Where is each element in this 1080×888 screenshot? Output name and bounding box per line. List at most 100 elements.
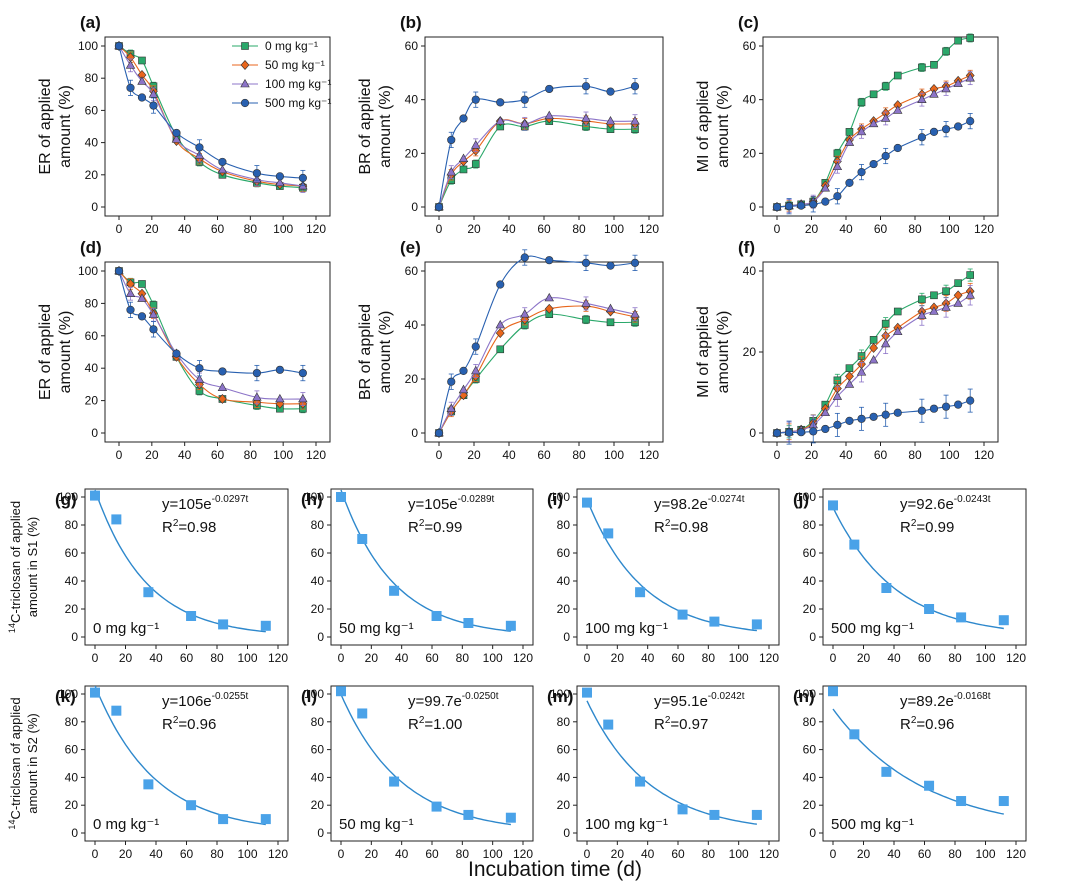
panel-c-point bbox=[845, 128, 854, 136]
panel-f-x-tick-label: 80 bbox=[908, 448, 922, 462]
panel-h-y-tick-label: 80 bbox=[311, 518, 325, 532]
panel-h-dose-label: 50 mg kg⁻¹ bbox=[339, 620, 414, 637]
panel-f-point bbox=[954, 400, 963, 409]
panel-j-point bbox=[881, 583, 892, 593]
panel-n-point bbox=[924, 780, 935, 791]
panel-k-equation-base: y=106e bbox=[162, 693, 212, 710]
panel-c-x-tick-label: 120 bbox=[974, 222, 994, 236]
panel-m-point bbox=[603, 719, 614, 730]
panel-m-point bbox=[635, 776, 646, 787]
panel-e-y-title-line2: amount (%) bbox=[377, 311, 394, 394]
panel-f-point bbox=[832, 391, 843, 400]
panel-f-point bbox=[965, 290, 975, 299]
panel-b-point bbox=[605, 116, 616, 125]
panel-h-point bbox=[463, 618, 474, 628]
panel-a-y-tick-label: 60 bbox=[85, 103, 99, 117]
panel-a-panel: 0 20 40 60 80 100 120 0 20 40 60 80 100 (a) ER of appl… bbox=[37, 13, 331, 236]
panel-e-y-tick-label: 60 bbox=[405, 264, 419, 278]
panel-g-y-tick-label: 80 bbox=[65, 518, 79, 532]
panel-c-point bbox=[930, 60, 938, 69]
panel-d-label: (d) bbox=[80, 238, 102, 257]
panel-c-point bbox=[784, 202, 794, 211]
panel-e-point bbox=[471, 365, 481, 375]
panel-f-point bbox=[880, 338, 891, 348]
panel-l-x-tick-label: 40 bbox=[395, 847, 409, 861]
panel-f-point bbox=[772, 428, 782, 438]
panel-d-y-title: ER of applied amount (%) bbox=[37, 304, 74, 400]
panel-f-x-tick-label: 20 bbox=[805, 448, 819, 462]
panel-m-r2-letter: R bbox=[654, 716, 665, 733]
panel-f-point bbox=[869, 342, 879, 353]
panel-f-x-tick-label: 60 bbox=[874, 448, 888, 462]
panel-f-point bbox=[868, 354, 879, 364]
panel-f-point bbox=[930, 291, 938, 300]
panel-c-point bbox=[857, 168, 866, 177]
panel-e-series-line bbox=[438, 313, 636, 434]
panel-f-y-title-line2: amount (%) bbox=[715, 311, 732, 394]
panel-h-y-tick-label: 0 bbox=[317, 630, 324, 644]
panel-j-x-tick-label: 60 bbox=[918, 651, 932, 665]
panel-h-y-tick-label: 60 bbox=[311, 546, 325, 560]
panel-a-x-tick-label: 120 bbox=[306, 222, 326, 236]
panel-f-point bbox=[917, 310, 927, 319]
panel-a-point bbox=[298, 173, 307, 183]
panel-h-r2: R2=0.99 bbox=[408, 518, 462, 536]
panel-e-x-tick-label: 120 bbox=[639, 448, 659, 462]
panel-c-point bbox=[880, 113, 891, 122]
panel-m-x-tick-label: 20 bbox=[611, 847, 625, 861]
panel-b-frame bbox=[424, 36, 664, 217]
panel-j-equation-base: y=92.6e bbox=[900, 496, 954, 513]
panel-f-point bbox=[918, 295, 926, 304]
panel-e-point bbox=[606, 261, 615, 270]
panel-n-point bbox=[849, 729, 860, 740]
panel-c-series-line bbox=[776, 120, 971, 208]
panel-i-label: (i) bbox=[547, 490, 563, 509]
panel-k-fit-curve bbox=[94, 686, 266, 826]
panel-e-point bbox=[630, 258, 640, 268]
panel-d-series-line bbox=[118, 270, 303, 374]
panel-f-point bbox=[893, 307, 902, 316]
panel-d-point bbox=[148, 309, 159, 319]
panel-b-point bbox=[545, 84, 554, 94]
panel-l-x-tick-label: 20 bbox=[365, 847, 379, 861]
panel-j-r2-letter: R bbox=[900, 519, 911, 536]
panel-m-point bbox=[677, 804, 688, 815]
fit-y-title-isotope: 14 bbox=[7, 820, 17, 830]
panel-m-x-tick-label: 40 bbox=[641, 847, 655, 861]
panel-b-x-tick-label: 120 bbox=[639, 222, 659, 236]
panel-h-x-tick-label: 20 bbox=[365, 651, 379, 665]
panel-e-point bbox=[582, 315, 590, 324]
panel-f-frame bbox=[762, 261, 999, 443]
panel-b-series-line bbox=[438, 115, 636, 208]
panel-k-y-tick-label: 0 bbox=[71, 826, 78, 840]
panel-c-y-title: MI of applied amount (%) bbox=[695, 81, 732, 173]
panel-k-x-tick-label: 80 bbox=[210, 847, 224, 861]
panel-f-x-tick-label: 100 bbox=[939, 448, 959, 462]
panel-k-x-tick-label: 60 bbox=[180, 847, 194, 861]
legend-marker bbox=[240, 60, 250, 70]
panel-a-series-line bbox=[118, 45, 303, 179]
panel-a-x-tick-label: 40 bbox=[178, 222, 192, 236]
panel-g-point bbox=[260, 620, 271, 631]
panel-f-label: (f) bbox=[738, 238, 755, 257]
panel-n-x-tick-label: 80 bbox=[948, 847, 962, 861]
fit-y-title-line2: amount in S2 (%) bbox=[25, 713, 40, 813]
panel-i-r2-letter: R bbox=[654, 519, 665, 536]
panel-c-point bbox=[881, 82, 890, 91]
panel-f-point bbox=[856, 367, 867, 376]
panel-g-x-tick-label: 80 bbox=[210, 651, 224, 665]
panel-a-y-tick-label: 100 bbox=[78, 39, 98, 53]
panel-g-x-tick-label: 100 bbox=[237, 651, 257, 665]
panel-f-panel: 0 20 40 60 80 100 120 0 20 40 (f) MI of applied amou… bbox=[695, 238, 999, 462]
panel-f-point bbox=[966, 271, 975, 279]
panel-l-fit-curve bbox=[340, 694, 512, 826]
panel-n-point bbox=[998, 796, 1009, 807]
panel-d-point bbox=[137, 312, 147, 321]
panel-j-equation-exponent: -0.0243t bbox=[954, 494, 991, 505]
panel-m-fit-curve bbox=[586, 700, 757, 825]
panel-b-series-line bbox=[438, 117, 636, 208]
panel-g-fit-curve bbox=[94, 489, 266, 633]
panel-b-point bbox=[471, 140, 481, 149]
